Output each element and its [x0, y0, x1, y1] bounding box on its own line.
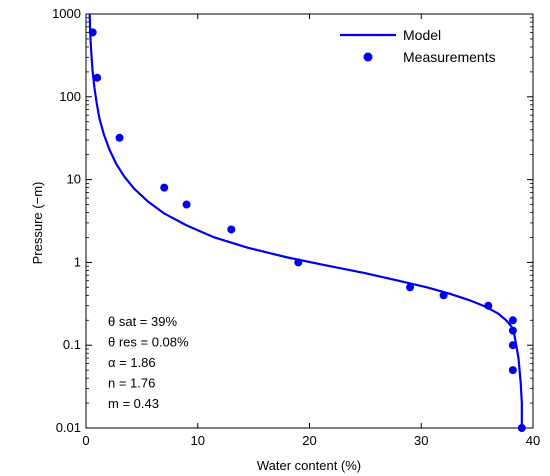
measurement-point: [115, 133, 124, 142]
measurement-point: [508, 366, 517, 375]
measurement-point: [406, 283, 415, 292]
measurement-point: [93, 73, 102, 82]
y-tick-label: 10: [67, 172, 81, 187]
y-tick-label: 0.01: [56, 420, 81, 435]
annotation-text: α = 1.86: [108, 355, 156, 370]
x-tick-label: 30: [414, 433, 428, 448]
annotation-text: θ sat = 39%: [108, 314, 177, 329]
y-tick-label: 1000: [52, 6, 81, 21]
measurement-point: [517, 424, 526, 432]
series-layer: [88, 14, 526, 432]
legend: Model Measurements: [340, 27, 496, 65]
annotations: θ sat = 39% θ res = 0.08% α = 1.86 n = 1.76…: [108, 314, 189, 411]
x-tick-label: 20: [302, 433, 316, 448]
x-tick-label: 40: [526, 433, 540, 448]
measurement-point: [160, 183, 169, 192]
tick-labels: 0 10 20 30 40 0.01 0.1 1 10 100 1000: [52, 6, 540, 448]
legend-label-model: Model: [403, 27, 441, 43]
x-tick-label: 0: [82, 433, 89, 448]
legend-label-measurements: Measurements: [403, 49, 496, 65]
measurement-point: [484, 301, 493, 310]
y-tick-label: 0.1: [63, 337, 81, 352]
annotation-text: n = 1.76: [108, 376, 155, 391]
annotation-text: m = 0.43: [108, 396, 159, 411]
measurement-point: [508, 341, 517, 350]
annotation-text: θ res = 0.08%: [108, 335, 189, 350]
measurement-point: [294, 258, 303, 267]
measurement-point: [508, 316, 517, 325]
y-axis-label: Pressure (−m): [30, 182, 45, 265]
y-tick-label: 100: [59, 89, 81, 104]
x-axis-label: Water content (%): [257, 458, 361, 473]
measurement-point: [88, 28, 97, 37]
legend-point-swatch: [363, 52, 373, 62]
measurement-point: [439, 291, 448, 300]
x-tick-label: 10: [191, 433, 205, 448]
measurement-point: [182, 200, 191, 209]
axis-ticks: [86, 14, 533, 428]
measurement-point: [508, 326, 517, 335]
y-tick-label: 1: [74, 254, 81, 269]
measurement-point: [227, 225, 236, 234]
